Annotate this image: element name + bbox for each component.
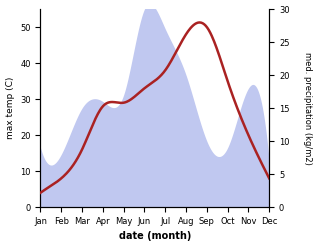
X-axis label: date (month): date (month) <box>119 231 191 242</box>
Y-axis label: max temp (C): max temp (C) <box>5 77 15 139</box>
Y-axis label: med. precipitation (kg/m2): med. precipitation (kg/m2) <box>303 52 313 165</box>
